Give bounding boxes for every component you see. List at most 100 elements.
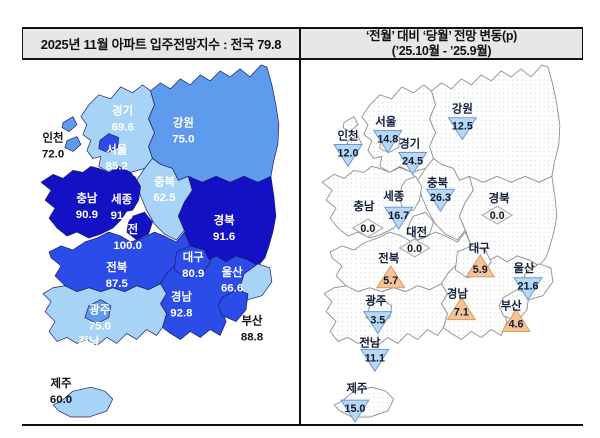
change-value-sejong: 16.7 (388, 210, 409, 222)
region-value-chungbuk: 62.5 (153, 192, 176, 204)
change-region-name-jeju: 제주 (346, 381, 368, 395)
decrease-triangle-icon (397, 151, 428, 176)
decrease-triangle-icon (425, 188, 456, 213)
national-index-value: 전국 79.8 (230, 37, 282, 52)
change-value-gwangju: 3.5 (370, 315, 385, 327)
change-region-name-jeonbuk: 전북 (378, 251, 400, 265)
decrease-triangle-icon (447, 117, 478, 141)
region-incheon (61, 116, 78, 132)
region-name-gangwon: 강원 (173, 116, 194, 130)
no-change-diamond-icon (352, 218, 384, 238)
region-value-gyeongnam: 92.8 (170, 308, 192, 320)
region-name-daejeon: 대전 (117, 222, 138, 236)
decrease-triangle-icon (383, 206, 414, 230)
right-header-line1: ‘전월’ 대비 ‘당월’ 전망 변동(p) (365, 29, 518, 43)
change-region-name-gyeonggi: 경기 (399, 137, 420, 151)
region-name-daegu: 대구 (183, 250, 205, 264)
decrease-triangle-icon (340, 399, 370, 423)
region-name-busan: 부산 (241, 314, 263, 328)
change-region-name-ulsan: 울산 (514, 261, 536, 275)
change-region-name-gangwon: 강원 (452, 102, 473, 116)
change-value-daegu: 5.9 (473, 264, 488, 276)
change-value-daejeon: 0.0 (407, 243, 422, 255)
change-value-chungbuk: 26.3 (430, 192, 451, 204)
region-seoul (98, 133, 120, 153)
region-daegu (174, 245, 211, 279)
change-value-gyeongbuk: 0.0 (490, 210, 505, 222)
region-ulsan (239, 263, 273, 301)
change-value-seoul: 14.8 (377, 134, 398, 146)
region-value-daejeon: 100.0 (113, 240, 142, 252)
change-region-name-jeonnam: 전남 (359, 335, 381, 349)
change-region-name-seoul: 서울 (375, 115, 397, 129)
region-daejeon (126, 211, 153, 241)
change-region-name-incheon: 인천 (337, 129, 358, 143)
region-incheon (64, 136, 82, 152)
change-region-name-daegu: 대구 (469, 241, 491, 255)
region-name-incheon: 인천 (43, 131, 64, 145)
region-name-sejong: 세종 (111, 192, 133, 206)
change-value-gangwon: 12.5 (452, 121, 473, 133)
region-value-ulsan: 66.6 (221, 283, 243, 295)
change-region-name-gyeongnam: 경남 (447, 287, 469, 301)
region-name-jeonbuk: 전북 (106, 260, 128, 274)
increase-triangle-icon (446, 296, 477, 321)
change-value-gyeongnam: 7.1 (454, 307, 469, 319)
outline-region-gangwon (429, 64, 561, 183)
region-value-gwangju: 75.0 (89, 321, 111, 333)
region-name-ulsan: 울산 (222, 265, 244, 279)
change-value-jeonbuk: 5.7 (383, 275, 398, 287)
region-value-seoul: 85.2 (106, 160, 128, 172)
outline-region-gyeonggi (361, 84, 436, 173)
region-value-chungnam: 90.9 (76, 209, 98, 221)
increase-triangle-icon (465, 254, 496, 278)
change-region-name-gyeongbuk: 경북 (489, 191, 511, 205)
region-busan (217, 289, 249, 322)
change-value-incheon: 12.0 (338, 147, 359, 159)
no-change-diamond-icon (481, 205, 514, 225)
region-chungnam (40, 166, 137, 239)
no-change-diamond-icon (398, 238, 431, 258)
region-value-jeju: 60.0 (50, 394, 72, 406)
region-name-gyeonggi: 경기 (112, 104, 133, 118)
region-value-daegu: 80.9 (182, 268, 204, 280)
region-value-sejong: 91.6 (111, 210, 133, 222)
region-gwangju (84, 299, 112, 324)
region-sejong (118, 176, 141, 213)
region-value-incheon: 72.0 (42, 148, 64, 160)
bottom-rule (22, 424, 583, 426)
change-region-name-chungbuk: 충북 (427, 175, 449, 189)
outline-region-daejeon (407, 211, 434, 241)
decrease-triangle-icon (363, 311, 393, 335)
change-value-chungnam: 0.0 (360, 223, 375, 235)
left-header-title: 2025년 11월 아파트 입주전망지수 : 전국 79.8 (40, 37, 282, 52)
left-panel-header: 2025년 11월 아파트 입주전망지수 : 전국 79.8 (22, 27, 300, 60)
region-value-jeonbuk: 87.5 (106, 278, 129, 290)
region-value-gangwon: 75.0 (172, 134, 194, 146)
region-jeju (52, 386, 114, 418)
region-gangwon (148, 64, 280, 183)
decrease-triangle-icon (360, 348, 390, 373)
region-name-gyeongbuk: 경북 (214, 213, 236, 227)
decrease-triangle-icon (333, 144, 363, 168)
outline-region-busan (498, 289, 530, 323)
region-value-gyeonggi: 69.6 (112, 122, 134, 134)
change-region-name-gwangju: 광주 (365, 295, 387, 308)
monthly-change-map: 서울 14.8 인천 12.0 경기 24.5 강원 12.5 충북 26.3 세종 16.7 충남 0.… (321, 64, 561, 423)
region-name-seoul: 서울 (106, 142, 128, 156)
region-name-gyeongnam: 경남 (171, 290, 193, 304)
right-panel-header: ‘전월’ 대비 ‘당월’ 전망 변동(p) (’25.10월 - ’25.9월) (300, 27, 583, 60)
change-region-name-chungnam: 충남 (353, 199, 375, 213)
right-header-line2: (’25.10월 - ’25.9월) (391, 43, 492, 58)
decrease-triangle-icon (513, 277, 543, 301)
outline-region-incheon (342, 116, 359, 133)
change-region-name-daejeon: 대전 (406, 225, 427, 239)
change-value-jeju: 15.0 (345, 403, 366, 415)
change-region-name-busan: 부산 (501, 299, 523, 313)
panel-divider (299, 27, 301, 426)
change-value-ulsan: 21.6 (518, 281, 539, 293)
change-region-name-sejong: 세종 (383, 189, 405, 203)
decrease-triangle-icon (372, 130, 403, 154)
index-choropleth-map: 경기 69.6 강원 75.0 충북 62.5 충남 90.9 경북 91.6 전북 87.5 경남 92… (40, 64, 280, 418)
